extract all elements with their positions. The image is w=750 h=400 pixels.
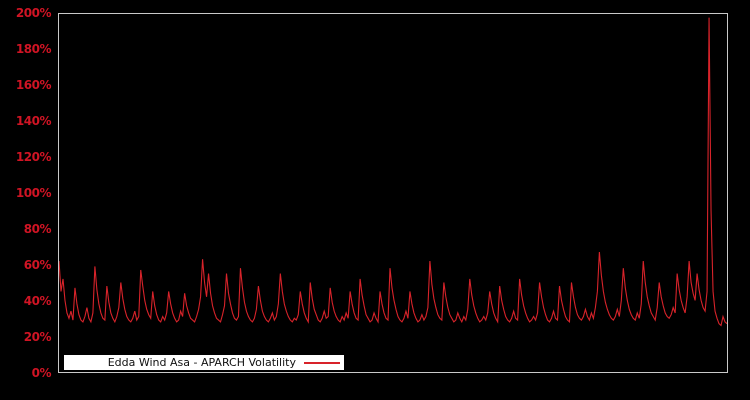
y-axis-tick-label: 20% <box>23 330 52 344</box>
legend: Edda Wind Asa - APARCH Volatility <box>64 355 344 370</box>
y-axis-tick-label: 40% <box>23 294 52 308</box>
y-axis-tick-label: 120% <box>15 150 52 164</box>
y-axis-tick-label: 100% <box>15 186 52 200</box>
y-axis-tick-label: 180% <box>15 42 52 56</box>
y-axis-tick-label: 200% <box>15 6 52 20</box>
y-axis-tick-label: 60% <box>23 258 52 272</box>
y-axis-tick-label: 160% <box>15 78 52 92</box>
plot-area <box>58 13 728 373</box>
y-axis-tick-label: 80% <box>23 222 52 236</box>
volatility-line <box>59 17 727 327</box>
y-axis-tick-label: 140% <box>15 114 52 128</box>
y-axis-tick-label: 0% <box>31 366 52 380</box>
y-axis: 0% 20% 40% 60% 80% 100% 120% 140% 160% 180% 200% <box>0 6 52 380</box>
legend-line-sample-icon <box>304 361 340 364</box>
volatility-line-svg <box>59 17 727 327</box>
legend-label: Edda Wind Asa - APARCH Volatility <box>107 356 296 369</box>
